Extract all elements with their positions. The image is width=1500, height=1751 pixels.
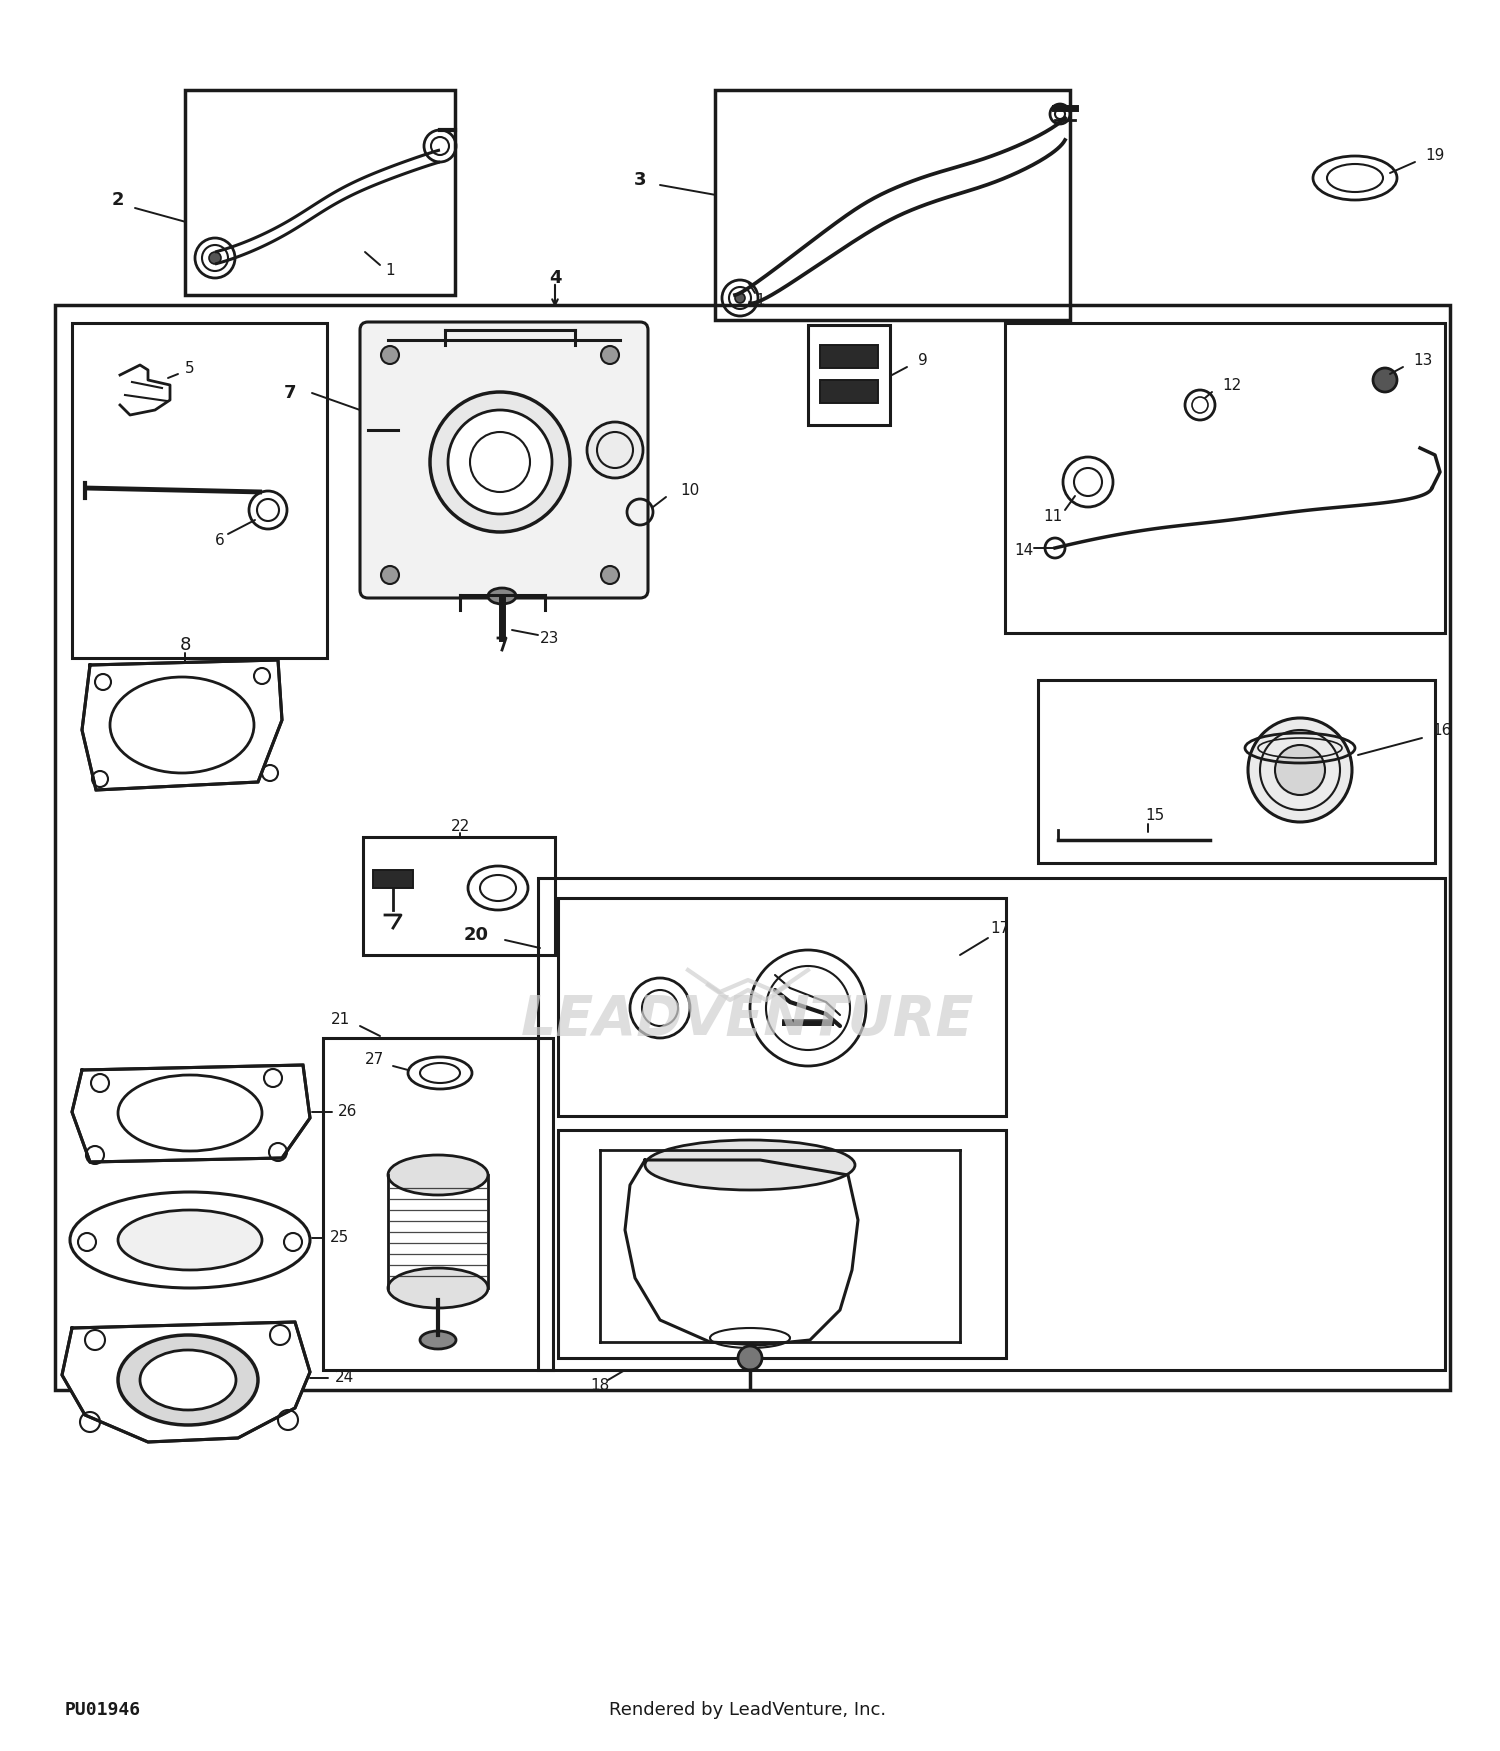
Polygon shape [821, 380, 878, 403]
Circle shape [586, 422, 644, 478]
Text: 25: 25 [330, 1231, 350, 1245]
Polygon shape [72, 1065, 310, 1163]
Text: 24: 24 [334, 1371, 354, 1385]
Ellipse shape [488, 588, 516, 604]
Text: 18: 18 [590, 1378, 609, 1392]
Text: 27: 27 [366, 1052, 384, 1068]
Circle shape [430, 392, 570, 532]
Bar [184, 89, 454, 294]
Text: 3: 3 [633, 172, 646, 189]
Text: 13: 13 [1413, 352, 1432, 368]
Ellipse shape [388, 1156, 488, 1194]
Circle shape [1275, 744, 1324, 795]
Bar [808, 326, 889, 425]
Circle shape [209, 252, 220, 264]
Text: 12: 12 [1222, 378, 1242, 392]
Text: 26: 26 [338, 1105, 357, 1119]
Bar [322, 1038, 554, 1369]
Ellipse shape [118, 1210, 262, 1269]
Ellipse shape [420, 1331, 456, 1348]
Text: 14: 14 [1014, 543, 1034, 557]
Bar [72, 322, 327, 658]
Text: Rendered by LeadVenture, Inc.: Rendered by LeadVenture, Inc. [609, 1700, 886, 1719]
Text: PU01946: PU01946 [64, 1700, 141, 1719]
Text: 17: 17 [990, 921, 1010, 935]
Circle shape [381, 566, 399, 585]
Bar [56, 305, 1450, 1390]
Bar [1038, 679, 1436, 863]
Circle shape [448, 410, 552, 515]
FancyBboxPatch shape [360, 322, 648, 599]
Polygon shape [374, 870, 413, 888]
Bar [558, 1129, 1006, 1359]
Bar [716, 89, 1070, 320]
Polygon shape [62, 1322, 310, 1443]
Polygon shape [82, 660, 282, 790]
Bar [363, 837, 555, 954]
Text: 7: 7 [284, 383, 296, 403]
Bar [538, 877, 1444, 1369]
Text: 23: 23 [540, 630, 560, 646]
Text: 9: 9 [918, 352, 927, 368]
Ellipse shape [454, 326, 566, 345]
Circle shape [735, 292, 746, 303]
Polygon shape [821, 345, 878, 368]
Circle shape [602, 347, 619, 364]
Circle shape [381, 347, 399, 364]
Bar [1005, 322, 1444, 634]
Text: 2: 2 [111, 191, 125, 208]
Text: 16: 16 [1432, 723, 1452, 737]
Text: 19: 19 [1425, 147, 1444, 163]
Text: 10: 10 [680, 483, 699, 497]
Circle shape [1372, 368, 1396, 392]
Circle shape [738, 1347, 762, 1369]
Text: 11: 11 [1044, 508, 1062, 524]
Bar [558, 898, 1006, 1115]
Text: 6: 6 [214, 532, 225, 548]
Text: 21: 21 [330, 1012, 350, 1028]
Text: 8: 8 [180, 636, 190, 655]
Text: 1: 1 [386, 263, 394, 277]
Text: 15: 15 [1146, 807, 1164, 823]
Ellipse shape [140, 1350, 236, 1410]
Ellipse shape [118, 1334, 258, 1425]
Text: 5: 5 [184, 361, 195, 375]
Text: 20: 20 [464, 926, 489, 944]
Ellipse shape [388, 1268, 488, 1308]
Text: 4: 4 [549, 270, 561, 287]
Circle shape [1248, 718, 1352, 821]
Text: 22: 22 [450, 818, 470, 833]
Circle shape [602, 566, 619, 585]
Text: 1: 1 [754, 292, 765, 308]
Text: LEADVENTURE: LEADVENTURE [522, 993, 975, 1047]
Ellipse shape [645, 1140, 855, 1191]
